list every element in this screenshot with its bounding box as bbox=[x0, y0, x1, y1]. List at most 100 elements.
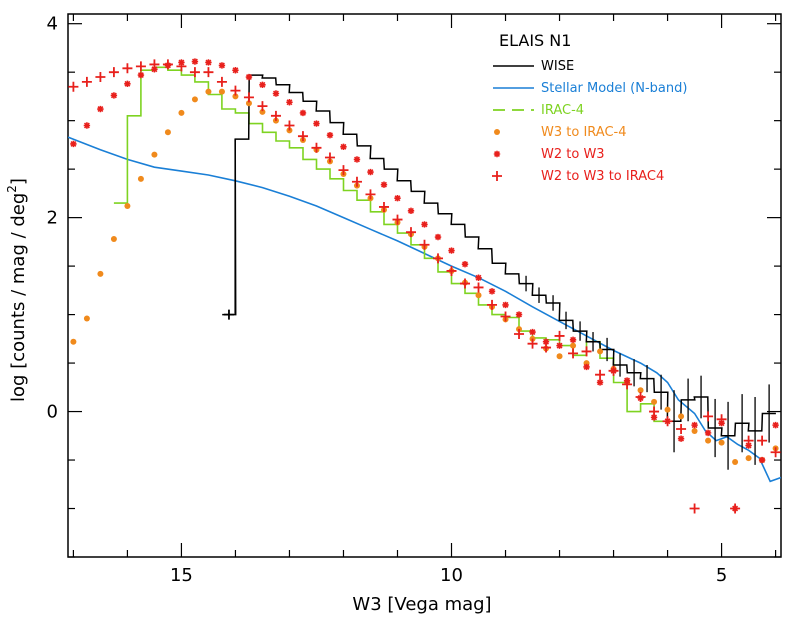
series-w3irac-point bbox=[218, 88, 225, 95]
series-w3irac-point bbox=[570, 342, 577, 349]
y-axis-title-superscript: 2 bbox=[5, 185, 19, 193]
series-w3irac-point bbox=[691, 427, 698, 434]
series-w2w3-point bbox=[448, 247, 455, 254]
series-w2w3-point bbox=[313, 120, 320, 127]
series-w2w3-point bbox=[407, 207, 415, 215]
series-w2w3-point bbox=[97, 105, 104, 113]
y-tick-label: 4 bbox=[47, 14, 58, 35]
series-w2w3irac-point bbox=[162, 59, 173, 70]
series-w2w3irac-point bbox=[243, 92, 254, 103]
series-w2w3irac-point bbox=[108, 67, 119, 78]
series-w2w3irac-point bbox=[541, 342, 552, 353]
series-w2w3irac-point bbox=[622, 379, 633, 390]
series-w2w3-point bbox=[83, 122, 91, 129]
series-w2w3irac-point bbox=[635, 392, 646, 403]
series-w2w3-point bbox=[272, 90, 280, 97]
series-stellar-model bbox=[68, 136, 781, 483]
legend-label: W3 to IRAC-4 bbox=[541, 125, 626, 140]
series-w2w3-point bbox=[461, 260, 469, 268]
series-w2w3irac-point bbox=[460, 278, 471, 289]
series-w3irac-point bbox=[475, 292, 482, 299]
series-w2w3irac-point bbox=[216, 76, 227, 87]
series-layer bbox=[68, 58, 781, 514]
y-tick-label: 0 bbox=[47, 402, 58, 423]
y-axis-title: log [counts / mag / deg2] bbox=[5, 178, 29, 402]
series-w2w3irac-point bbox=[284, 120, 295, 131]
series-w2w3irac-point bbox=[378, 201, 389, 212]
legend-label: W2 to W3 to IRAC4 bbox=[541, 169, 664, 184]
series-w2w3-point bbox=[596, 379, 604, 386]
series-w2w3irac-point bbox=[608, 365, 619, 376]
series-w3irac-point bbox=[718, 439, 725, 446]
series-w2w3-point bbox=[232, 67, 239, 74]
series-w2w3irac-point bbox=[527, 338, 538, 349]
series-wise-first-point bbox=[223, 309, 234, 320]
series-w2w3irac-point bbox=[338, 165, 349, 176]
series-w2w3irac-point bbox=[568, 348, 579, 359]
series-w3irac-point bbox=[205, 88, 212, 95]
legend-label: W2 to W3 bbox=[541, 147, 605, 162]
series-w2w3irac-point bbox=[270, 110, 281, 121]
series-w3irac-point bbox=[637, 387, 644, 394]
series-w2w3-point bbox=[259, 81, 266, 88]
x-tick-label: 5 bbox=[716, 565, 727, 586]
plot-frame bbox=[67, 13, 782, 558]
series-w2w3irac-point bbox=[203, 67, 214, 78]
series-w3irac bbox=[70, 88, 779, 465]
series-w2w3irac-point bbox=[689, 503, 700, 514]
series-w2w3-point bbox=[488, 288, 496, 295]
series-w3irac-point bbox=[110, 235, 117, 242]
series-w2w3-point bbox=[704, 429, 712, 437]
series-w2w3-point bbox=[772, 421, 779, 429]
series-w3irac-point bbox=[597, 348, 604, 355]
series-w2w3-point bbox=[434, 233, 442, 241]
series-w2w3irac-point bbox=[122, 63, 133, 74]
series-w2w3-point bbox=[758, 456, 766, 464]
legend: WISE Stellar Model (N-band) IRAC-4 W3 to IR… bbox=[492, 59, 687, 184]
x-tick-label: 10 bbox=[440, 565, 463, 586]
series-w2w3irac-point bbox=[297, 131, 308, 142]
series-w2w3irac-point bbox=[189, 67, 200, 78]
series-w2w3 bbox=[70, 58, 779, 512]
legend-item-wise: WISE bbox=[493, 59, 574, 74]
series-w2w3irac-point bbox=[581, 346, 592, 357]
series-w2w3-point bbox=[583, 363, 590, 371]
series-w3irac-point bbox=[83, 315, 90, 322]
series-w2w3irac-point bbox=[757, 435, 768, 446]
series-w3irac-point bbox=[164, 129, 171, 136]
series-w2w3irac-point bbox=[433, 253, 444, 264]
series-w2w3irac-point bbox=[230, 85, 241, 96]
series-w2w3-point bbox=[205, 59, 212, 66]
legend-swatch bbox=[493, 150, 501, 158]
series-w3irac-point bbox=[245, 100, 252, 107]
series-w2w3-point bbox=[70, 140, 77, 148]
series-w3irac-point bbox=[151, 151, 158, 158]
series-wise bbox=[222, 74, 776, 470]
series-w3irac-point bbox=[70, 338, 77, 345]
series-w3irac-point bbox=[191, 96, 198, 103]
series-w2w3irac-point bbox=[176, 61, 187, 72]
series-w3irac-point bbox=[178, 109, 185, 116]
y-axis-title-end: ] bbox=[8, 178, 29, 185]
series-w2w3irac-point bbox=[676, 424, 687, 435]
series-w2w3irac-point bbox=[473, 282, 484, 293]
series-w2w3irac-point bbox=[446, 265, 457, 276]
series-w2w3irac-point bbox=[324, 152, 335, 163]
series-w2w3irac-point bbox=[405, 227, 416, 238]
legend-item-w2w3irac: W2 to W3 to IRAC4 bbox=[492, 169, 664, 184]
series-w2w3irac bbox=[68, 59, 781, 514]
series-w2w3-point bbox=[421, 221, 428, 228]
series-w2w3-point bbox=[218, 62, 226, 69]
series-w2w3-point bbox=[137, 71, 145, 79]
legend-item-irac4: IRAC-4 bbox=[493, 103, 584, 118]
series-w2w3irac-point bbox=[257, 101, 268, 112]
legend-item-w3irac: W3 to IRAC-4 bbox=[494, 125, 626, 140]
series-w3irac-point bbox=[651, 398, 658, 405]
chart-title: ELAIS N1 bbox=[499, 31, 571, 50]
series-w2w3irac-point bbox=[662, 416, 673, 427]
y-axis-title-main: log [counts / mag / deg bbox=[8, 193, 29, 402]
series-w2w3-point bbox=[110, 92, 118, 99]
series-w2w3irac-point bbox=[595, 369, 606, 380]
series-w2w3irac-point bbox=[649, 406, 660, 417]
